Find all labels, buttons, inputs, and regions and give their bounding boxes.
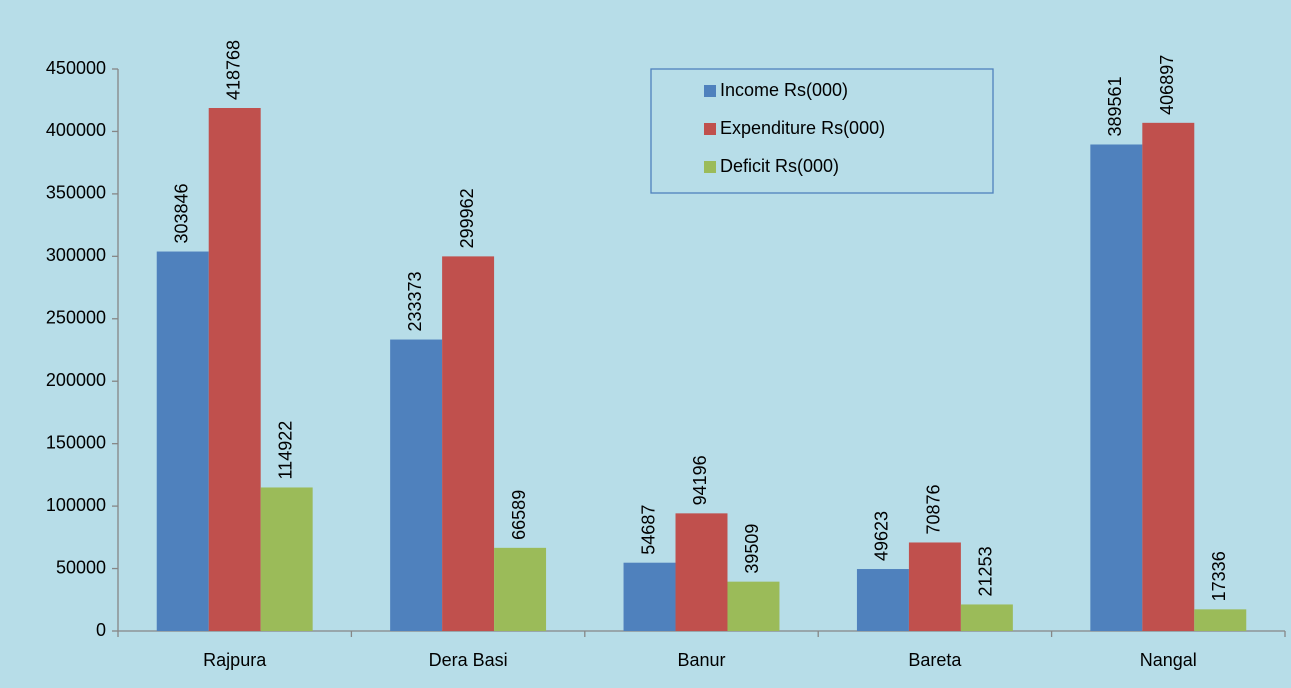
legend-label: Expenditure Rs(000) — [720, 118, 885, 138]
x-tick-label: Nangal — [1140, 650, 1197, 670]
bar — [494, 547, 547, 631]
legend-swatch — [704, 85, 716, 97]
data-label: 49623 — [872, 511, 892, 561]
data-label: 299962 — [457, 188, 477, 248]
bar — [1142, 122, 1195, 631]
legend-swatch — [704, 161, 716, 173]
y-tick-label: 400000 — [46, 120, 106, 140]
bar — [675, 513, 728, 631]
bar — [208, 108, 261, 631]
y-tick-label: 350000 — [46, 183, 106, 203]
y-tick-label: 0 — [96, 620, 106, 640]
data-label: 70876 — [924, 484, 944, 534]
data-label: 17336 — [1209, 551, 1229, 601]
bar — [390, 339, 443, 631]
y-tick-label: 250000 — [46, 308, 106, 328]
legend: Income Rs(000) Expenditure Rs(000) Deficit… — [650, 68, 994, 194]
legend-box — [650, 68, 994, 194]
y-tick-label: 200000 — [46, 370, 106, 390]
bar — [856, 569, 909, 631]
bar — [960, 604, 1013, 631]
data-label: 94196 — [690, 455, 710, 505]
bar — [727, 581, 780, 631]
legend-swatch — [704, 123, 716, 135]
bar — [1194, 609, 1247, 631]
y-tick-label: 100000 — [46, 495, 106, 515]
y-tick-label: 300000 — [46, 245, 106, 265]
y-tick-label: 50000 — [56, 557, 106, 577]
y-tick-label: 150000 — [46, 432, 106, 452]
legend-label: Income Rs(000) — [720, 80, 848, 100]
data-label: 406897 — [1157, 55, 1177, 115]
data-label: 39509 — [742, 524, 762, 574]
legend-label: Deficit Rs(000) — [720, 156, 839, 176]
bar — [1090, 144, 1143, 631]
data-label: 21253 — [976, 546, 996, 596]
bar — [908, 542, 961, 631]
y-tick-label: 450000 — [46, 58, 106, 78]
x-tick-label: Bareta — [908, 650, 962, 670]
x-tick-label: Banur — [677, 650, 725, 670]
data-label: 303846 — [171, 183, 191, 243]
bar — [442, 256, 495, 631]
data-label: 54687 — [638, 505, 658, 555]
data-label: 66589 — [509, 490, 529, 540]
data-label: 418768 — [223, 40, 243, 100]
data-label: 114922 — [275, 421, 295, 480]
x-tick-label: Dera Basi — [429, 650, 508, 670]
data-label: 233373 — [405, 271, 425, 331]
bar — [623, 562, 676, 631]
x-tick-label: Rajpura — [203, 650, 267, 670]
bar — [156, 251, 209, 632]
data-label: 389561 — [1105, 76, 1125, 136]
bar — [260, 487, 313, 631]
